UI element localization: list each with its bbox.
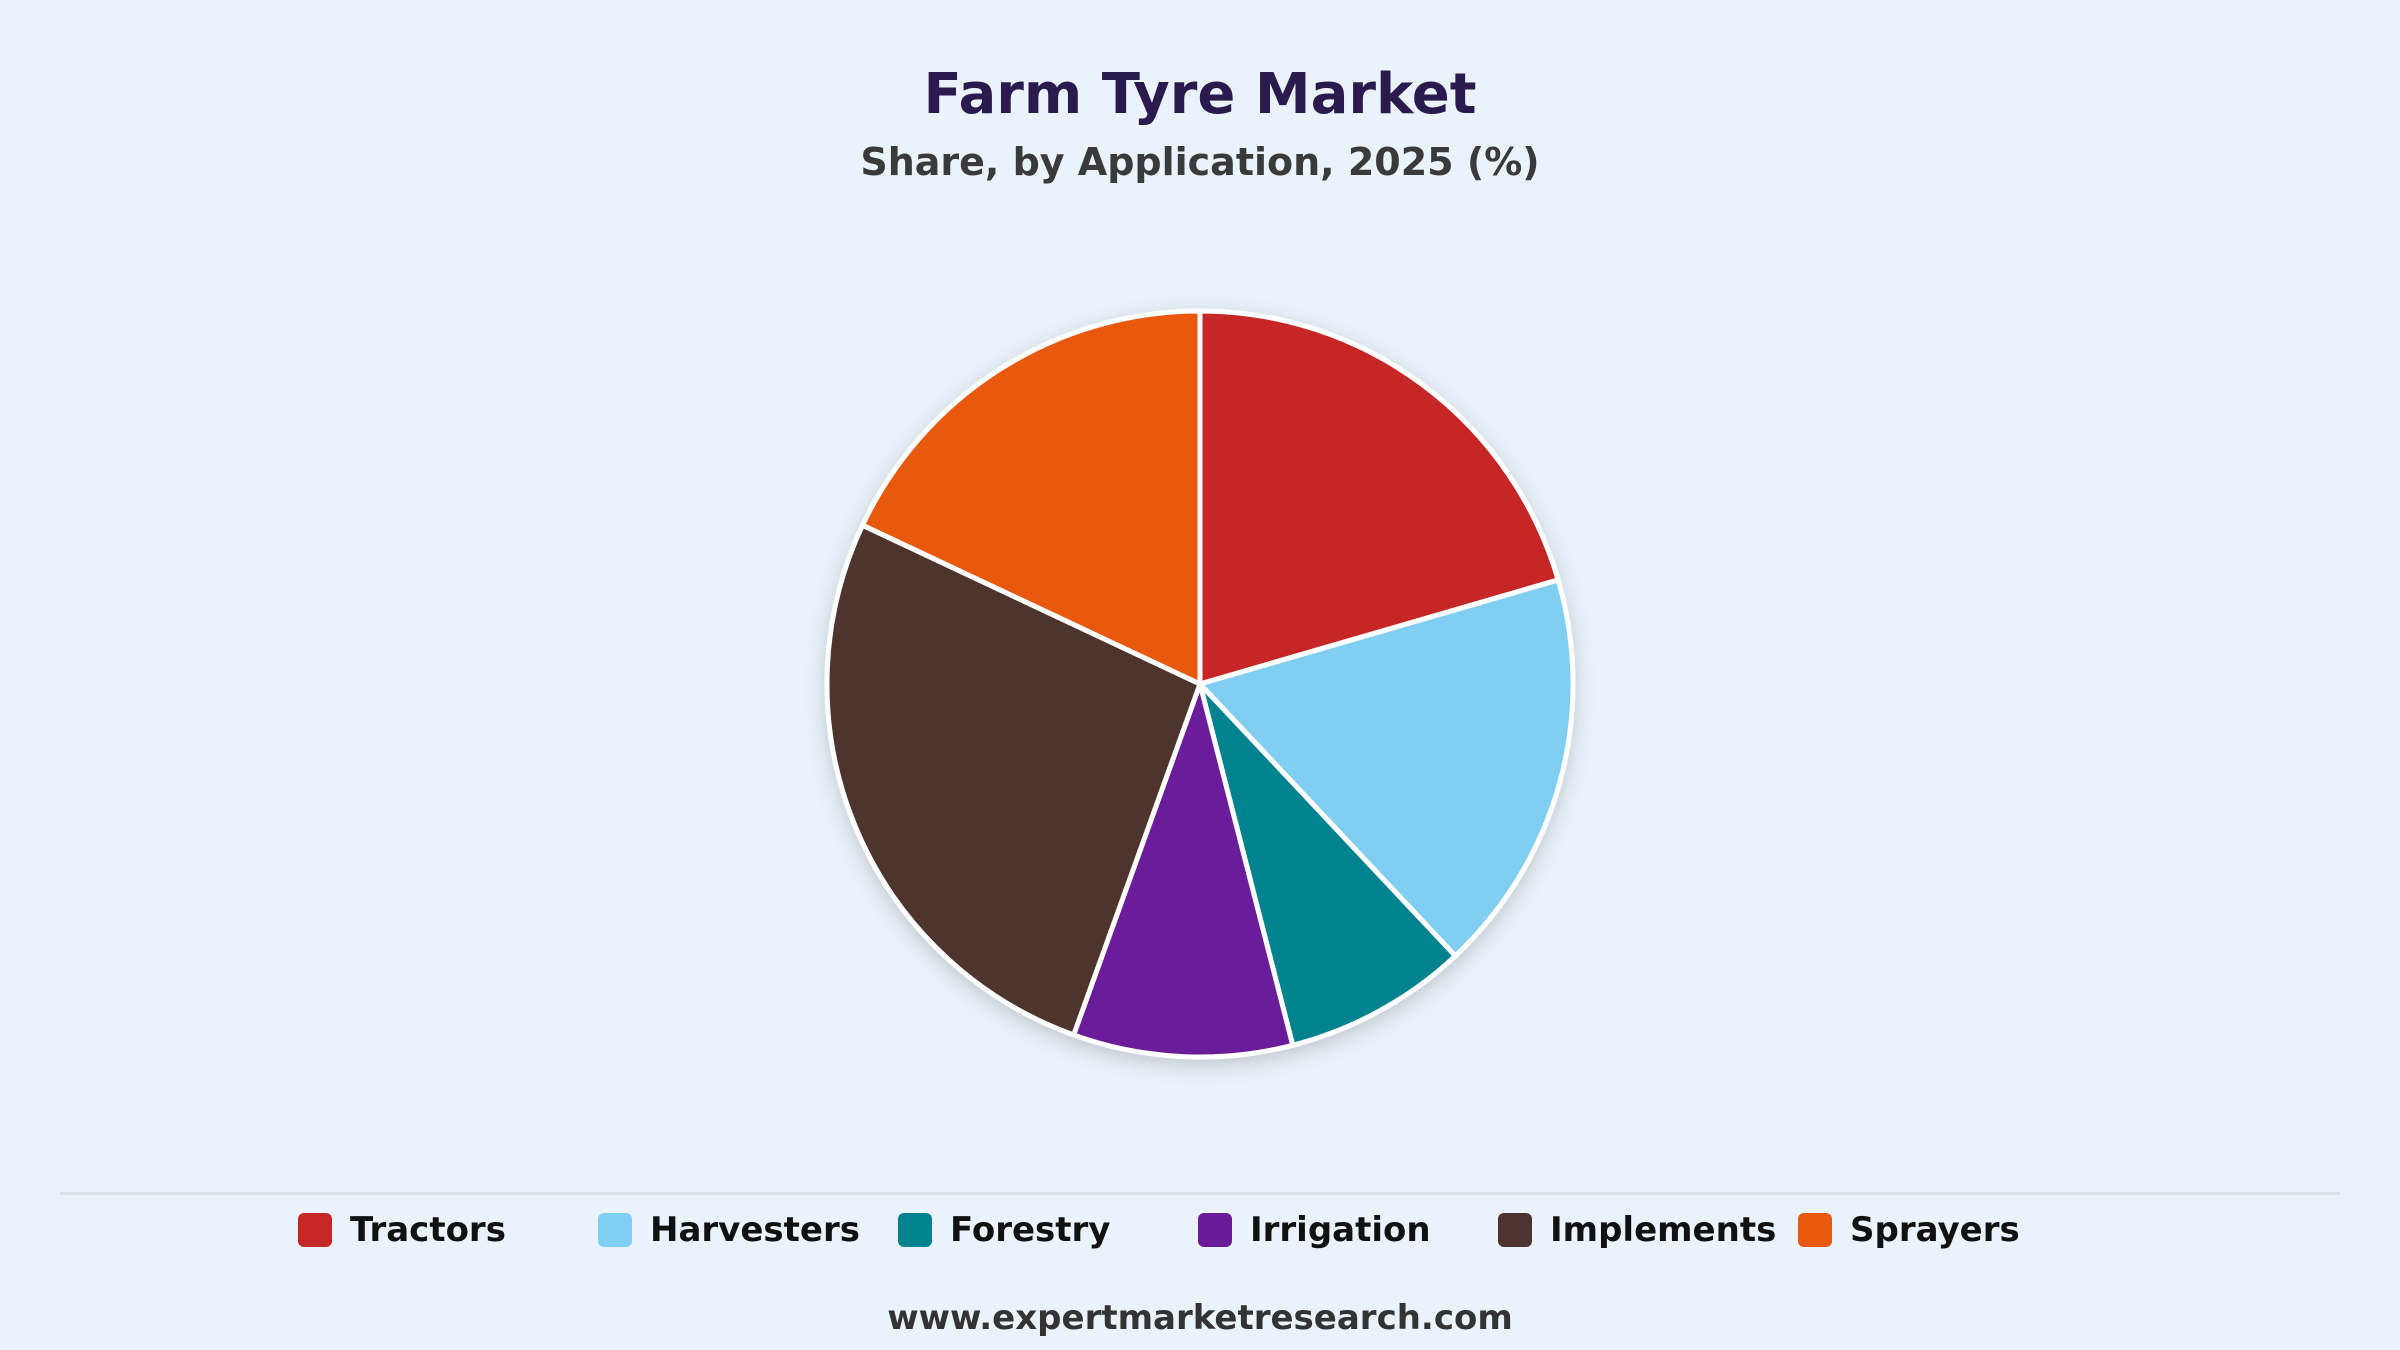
chart-title: Farm Tyre Market	[923, 62, 1477, 127]
legend-label-forestry: Forestry	[950, 1210, 1111, 1250]
legend-label-irrigation: Irrigation	[1250, 1210, 1431, 1250]
pie-slice-tractors	[1197, 308, 1561, 687]
source-url: www.expertmarketresearch.com	[887, 1298, 1513, 1338]
pie-slice-sprayers	[860, 308, 1203, 687]
chart-subtitle: Share, by Application, 2025 (%)	[860, 140, 1540, 184]
legend-swatch-implements	[1498, 1213, 1532, 1247]
legend-item-tractors: Tractors	[298, 1208, 506, 1252]
pie-slice-harvesters	[1197, 577, 1576, 959]
legend: Tractors Harvesters Forestry Irrigation Impl…	[0, 1208, 2400, 1252]
legend-swatch-forestry	[898, 1213, 932, 1247]
pie-slice-forestry	[1197, 681, 1458, 1048]
pie-slice-implements	[824, 522, 1203, 1038]
legend-label-implements: Implements	[1550, 1210, 1777, 1250]
legend-label-tractors: Tractors	[350, 1210, 506, 1250]
legend-label-harvesters: Harvesters	[650, 1210, 860, 1250]
legend-swatch-irrigation	[1198, 1213, 1232, 1247]
legend-item-irrigation: Irrigation	[1198, 1208, 1431, 1252]
pie-slice-irrigation	[1071, 681, 1296, 1060]
legend-swatch-tractors	[298, 1213, 332, 1247]
legend-item-forestry: Forestry	[898, 1208, 1110, 1252]
pie-slices	[824, 308, 1576, 1060]
legend-swatch-harvesters	[598, 1213, 632, 1247]
legend-divider	[60, 1192, 2340, 1195]
legend-swatch-sprayers	[1798, 1213, 1832, 1247]
legend-item-implements: Implements	[1498, 1208, 1776, 1252]
legend-item-harvesters: Harvesters	[598, 1208, 860, 1252]
legend-item-sprayers: Sprayers	[1798, 1208, 2020, 1252]
legend-label-sprayers: Sprayers	[1850, 1210, 2020, 1250]
